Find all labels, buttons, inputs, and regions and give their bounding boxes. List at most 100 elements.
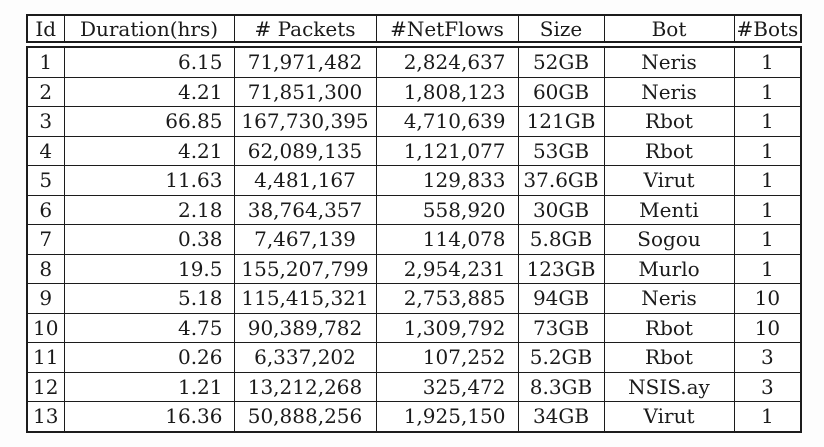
table-cell: 94GB [517, 283, 605, 314]
table-cell: 1 [733, 76, 802, 107]
table-cell: 1 [733, 44, 802, 78]
table-cell: 3 [733, 342, 802, 373]
table-cell: 9 [26, 283, 65, 314]
table-cell: 2,954,231 [375, 253, 519, 284]
table-row: 12 1.21 13,212,268 325,472 8.3GB NSIS.ay 3 [26, 371, 802, 402]
table-cell: 4.21 [63, 135, 235, 166]
table-cell: 13 [26, 401, 65, 432]
table-row: 7 0.38 7,467,139 114,078 5.8GB Sogou 1 [26, 224, 802, 255]
table-cell: 38,764,357 [233, 194, 377, 225]
table-cell: 1 [733, 165, 802, 196]
table-cell: 1 [733, 194, 802, 225]
table-row: 11 0.26 6,337,202 107,252 5.2GB Rbot 3 [26, 342, 802, 373]
header-cell-netflows: #NetFlows [375, 14, 519, 48]
header-cell-bots: #Bots [733, 14, 802, 48]
table-cell: 11.63 [63, 165, 235, 196]
table-cell: Sogou [603, 224, 735, 255]
table-cell: 37.6GB [517, 165, 605, 196]
table-cell: 8.3GB [517, 371, 605, 402]
table-cell: 155,207,799 [233, 253, 377, 284]
table-cell: Neris [603, 76, 735, 107]
table-cell: 2,824,637 [375, 44, 519, 78]
header-cell-bot: Bot [603, 14, 735, 48]
table-row: 6 2.18 38,764,357 558,920 30GB Menti 1 [26, 194, 802, 225]
table-cell: 5.8GB [517, 224, 605, 255]
table-cell: 4,710,639 [375, 106, 519, 137]
table-row: 13 16.36 50,888,256 1,925,150 34GB Virut 1 [26, 401, 802, 432]
table-row: 1 6.15 71,971,482 2,824,637 52GB Neris 1 [26, 44, 802, 78]
table-cell: 1.21 [63, 371, 235, 402]
table-cell: Rbot [603, 312, 735, 343]
table-cell: 2.18 [63, 194, 235, 225]
table-cell: 1 [26, 44, 65, 78]
table-cell: Rbot [603, 106, 735, 137]
table-cell: Menti [603, 194, 735, 225]
table-cell: 1 [733, 401, 802, 432]
table-cell: 6.15 [63, 44, 235, 78]
table-cell: 2 [26, 76, 65, 107]
table-cell: 1,808,123 [375, 76, 519, 107]
table-cell: 4.75 [63, 312, 235, 343]
table-cell: 3 [733, 371, 802, 402]
table-cell: 121GB [517, 106, 605, 137]
table-cell: 107,252 [375, 342, 519, 373]
table-cell: 129,833 [375, 165, 519, 196]
table-cell: 8 [26, 253, 65, 284]
table-cell: 4.21 [63, 76, 235, 107]
table-cell: 62,089,135 [233, 135, 377, 166]
table-row: 3 66.85 167,730,395 4,710,639 121GB Rbot 1 [26, 106, 802, 137]
table-cell: 11 [26, 342, 65, 373]
table-row: 9 5.18 115,415,321 2,753,885 94GB Neris 10 [26, 283, 802, 314]
table-cell: 12 [26, 371, 65, 402]
table-cell: 73GB [517, 312, 605, 343]
table-cell: 7 [26, 224, 65, 255]
table-cell: 5.2GB [517, 342, 605, 373]
table-cell: 19.5 [63, 253, 235, 284]
header-row: Id Duration(hrs) # Packets #NetFlows Size Bot… [26, 14, 802, 48]
table-cell: 1 [733, 106, 802, 137]
table-cell: Virut [603, 401, 735, 432]
table-row: 8 19.5 155,207,799 2,954,231 123GB Murlo 1 [26, 253, 802, 284]
table-cell: Virut [603, 165, 735, 196]
table-cell: 115,415,321 [233, 283, 377, 314]
table-cell: 1,121,077 [375, 135, 519, 166]
table-cell: 10 [733, 283, 802, 314]
table-cell: 34GB [517, 401, 605, 432]
table-row: 4 4.21 62,089,135 1,121,077 53GB Rbot 1 [26, 135, 802, 166]
dataset-table: Id Duration(hrs) # Packets #NetFlows Size Bot… [26, 14, 803, 433]
table-cell: 123GB [517, 253, 605, 284]
table-cell: 5.18 [63, 283, 235, 314]
table-cell: 6 [26, 194, 65, 225]
table-cell: Neris [603, 283, 735, 314]
table-cell: 13,212,268 [233, 371, 377, 402]
table-cell: 3 [26, 106, 65, 137]
table-cell: 66.85 [63, 106, 235, 137]
table-cell: 0.38 [63, 224, 235, 255]
table-cell: 1 [733, 224, 802, 255]
table-cell: 53GB [517, 135, 605, 166]
table-cell: 0.26 [63, 342, 235, 373]
table-cell: 6,337,202 [233, 342, 377, 373]
table-cell: 71,851,300 [233, 76, 377, 107]
table-cell: 10 [26, 312, 65, 343]
table-cell: 50,888,256 [233, 401, 377, 432]
table-cell: 1 [733, 135, 802, 166]
header-cell-size: Size [517, 14, 605, 48]
table-cell: 1,309,792 [375, 312, 519, 343]
table-cell: 167,730,395 [233, 106, 377, 137]
table-row: 2 4.21 71,851,300 1,808,123 60GB Neris 1 [26, 76, 802, 107]
table-cell: 2,753,885 [375, 283, 519, 314]
table-cell: 7,467,139 [233, 224, 377, 255]
table-cell: 71,971,482 [233, 44, 377, 78]
table-cell: NSIS.ay [603, 371, 735, 402]
table-cell: 16.36 [63, 401, 235, 432]
table-cell: 325,472 [375, 371, 519, 402]
table-cell: Rbot [603, 135, 735, 166]
table-cell: 4 [26, 135, 65, 166]
table-cell: 558,920 [375, 194, 519, 225]
dataset-table-container: Id Duration(hrs) # Packets #NetFlows Size Bot… [26, 14, 803, 433]
header-cell-duration-hrs: Duration(hrs) [63, 14, 235, 48]
table-cell: Neris [603, 44, 735, 78]
table-cell: 10 [733, 312, 802, 343]
table-cell: 30GB [517, 194, 605, 225]
